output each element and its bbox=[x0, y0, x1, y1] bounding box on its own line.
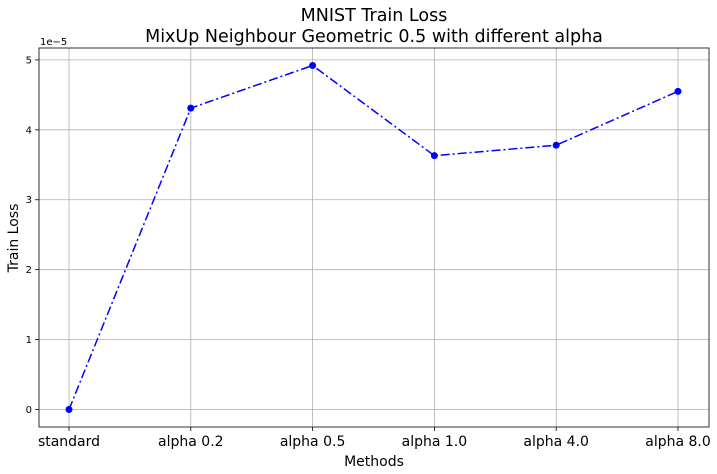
y-tick-label: 2 bbox=[26, 265, 32, 276]
data-point bbox=[430, 152, 438, 160]
chart-subtitle: MixUp Neighbour Geometric 0.5 with diffe… bbox=[145, 27, 603, 47]
x-axis-label: Methods bbox=[344, 454, 404, 470]
data-point bbox=[552, 141, 560, 149]
y-tick-label: 0 bbox=[26, 405, 32, 416]
data-point bbox=[187, 104, 195, 112]
y-offset-label: 1e−5 bbox=[40, 37, 67, 48]
data-point bbox=[309, 61, 317, 69]
chart-title: MNIST Train Loss bbox=[301, 6, 448, 26]
y-tick-label: 5 bbox=[26, 55, 32, 66]
data-point bbox=[65, 406, 73, 414]
series-line bbox=[68, 64, 679, 410]
series-layer bbox=[65, 61, 682, 414]
ticks-layer: standard alpha 0.2 alpha 0.5 alpha 1.0 alpha… bbox=[26, 55, 711, 450]
y-tick-label: 3 bbox=[26, 195, 32, 206]
x-tick-label: alpha 4.0 bbox=[523, 434, 589, 450]
plot-frame bbox=[38, 47, 710, 428]
x-tick-label: alpha 8.0 bbox=[645, 434, 711, 450]
y-axis-label: Train Loss bbox=[6, 204, 22, 274]
x-tick-label: standard bbox=[38, 434, 100, 450]
grid-layer bbox=[39, 48, 709, 427]
data-point bbox=[674, 87, 682, 95]
y-tick-label: 4 bbox=[26, 125, 32, 136]
y-tick-label: 1 bbox=[26, 335, 32, 346]
x-tick-label: alpha 0.2 bbox=[158, 434, 224, 450]
x-tick-label: alpha 0.5 bbox=[280, 434, 346, 450]
x-tick-label: alpha 1.0 bbox=[402, 434, 468, 450]
